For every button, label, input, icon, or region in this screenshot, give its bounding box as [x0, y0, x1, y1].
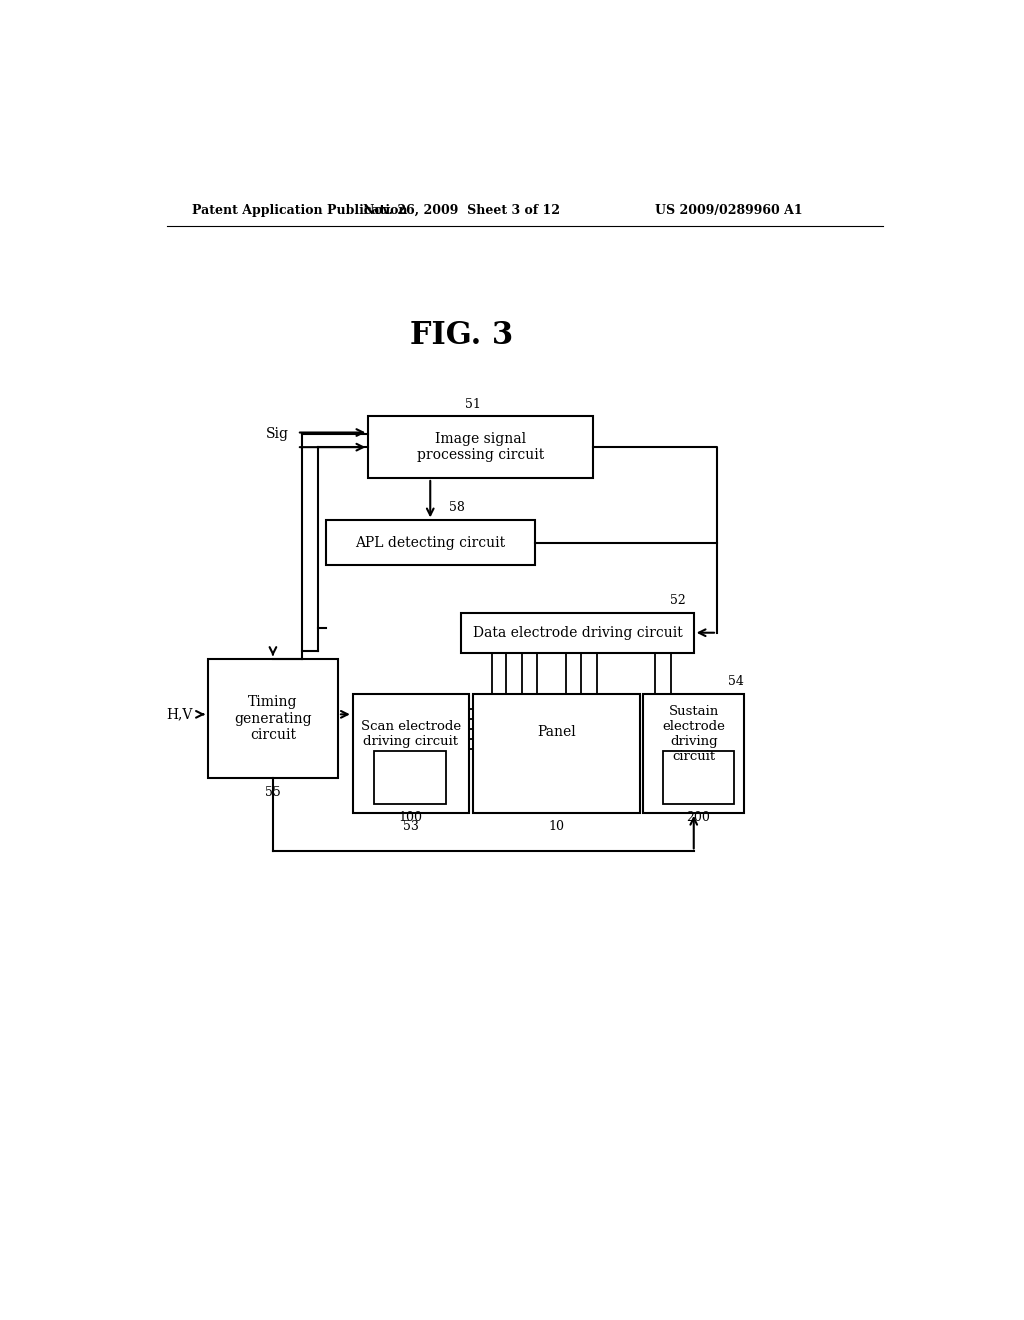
Text: Scan electrode
driving circuit: Scan electrode driving circuit	[360, 719, 461, 747]
Bar	[369, 416, 593, 478]
Text: Timing
generating
circuit: Timing generating circuit	[234, 696, 311, 742]
Text: 100: 100	[398, 810, 422, 824]
Text: 54: 54	[728, 675, 744, 688]
Text: 52: 52	[671, 594, 686, 607]
Bar	[352, 693, 469, 813]
Text: US 2009/0289960 A1: US 2009/0289960 A1	[654, 205, 802, 218]
Text: Sig: Sig	[266, 428, 289, 441]
Text: 10: 10	[548, 820, 564, 833]
Text: Nov. 26, 2009  Sheet 3 of 12: Nov. 26, 2009 Sheet 3 of 12	[362, 205, 560, 218]
Text: 58: 58	[450, 502, 465, 515]
Bar	[326, 520, 535, 565]
Bar	[375, 751, 445, 804]
Text: Panel: Panel	[537, 725, 575, 739]
Bar	[663, 751, 734, 804]
Text: 51: 51	[465, 397, 481, 411]
Text: H,V: H,V	[166, 708, 193, 721]
Bar	[473, 693, 640, 813]
Text: Data electrode driving circuit: Data electrode driving circuit	[473, 626, 682, 640]
Text: Sustain
electrode
driving
circuit: Sustain electrode driving circuit	[663, 705, 725, 763]
Text: 55: 55	[265, 785, 281, 799]
Bar	[208, 659, 338, 779]
Text: Patent Application Publication: Patent Application Publication	[191, 205, 408, 218]
Text: FIG. 3: FIG. 3	[410, 319, 513, 351]
Text: 200: 200	[686, 810, 711, 824]
Text: 53: 53	[402, 820, 419, 833]
Bar	[461, 612, 693, 653]
Text: APL detecting circuit: APL detecting circuit	[355, 536, 505, 549]
Bar	[643, 693, 744, 813]
Text: Image signal
processing circuit: Image signal processing circuit	[417, 432, 544, 462]
